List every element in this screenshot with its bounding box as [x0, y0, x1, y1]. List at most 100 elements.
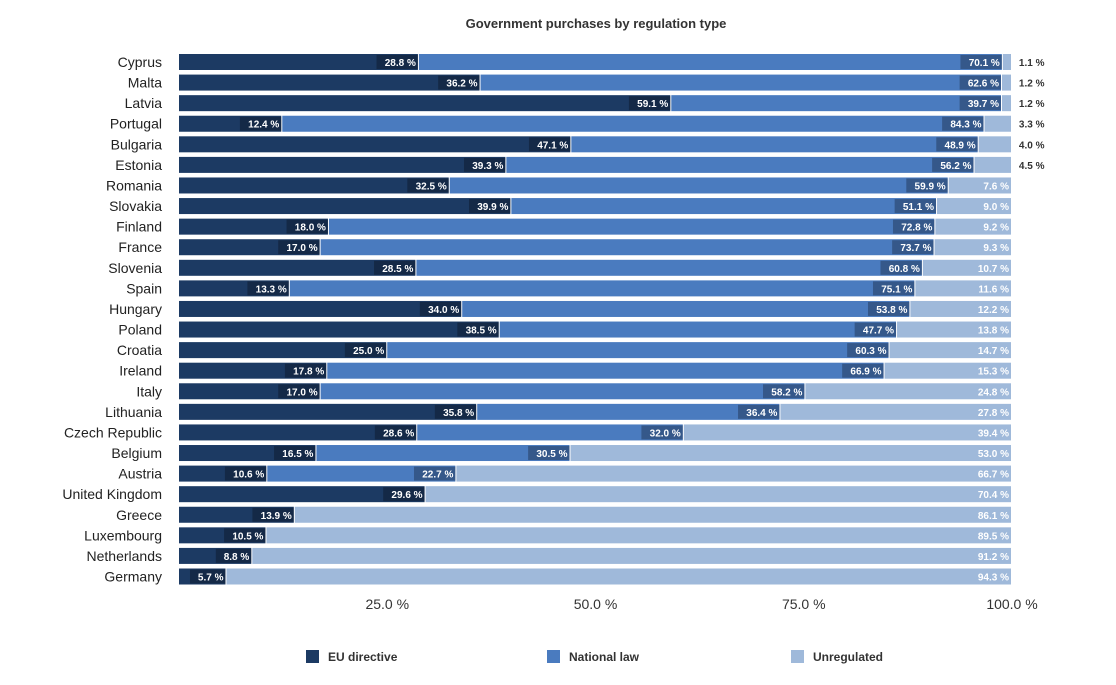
- bar-national-law-italy: [320, 383, 805, 400]
- x-axis-ticks: 25.0 % 50.0 % 75.0 % 100.0 %: [365, 596, 1037, 612]
- bar-eu-directive-lithuania: [179, 403, 477, 420]
- bar-unregulated-france: [934, 239, 1011, 256]
- data-label-bg-eu-directive-finland: [286, 219, 328, 234]
- bar-unregulated-netherlands: [252, 547, 1011, 564]
- category-label-netherlands: Netherlands: [87, 548, 163, 564]
- data-label-eu-directive-germany: 5.7 %: [198, 573, 224, 584]
- bar-national-law-lithuania: [477, 403, 780, 420]
- data-label-bg-eu-directive-poland: [457, 322, 499, 337]
- data-label-bg-unregulated-malta: [1011, 75, 1047, 90]
- data-label-unregulated-italy: 24.8 %: [978, 387, 1009, 398]
- bar-national-law-cyprus: [418, 54, 1002, 70]
- data-label-bg-national-law-spain: [872, 281, 915, 296]
- bar-national-law-croatia: [387, 342, 889, 359]
- category-label-france: France: [118, 239, 162, 255]
- data-label-bg-national-law-france: [892, 240, 934, 255]
- bar-unregulated-malta: [1002, 74, 1011, 91]
- data-label-bg-eu-directive-greece: [252, 507, 294, 522]
- bar-unregulated-slovakia: [937, 198, 1011, 215]
- bar-unregulated-ireland: [884, 362, 1011, 379]
- bar-unregulated-romania: [948, 177, 1011, 194]
- data-label-national-law-italy: 58.2 %: [771, 387, 802, 398]
- data-label-eu-directive-estonia: 39.3 %: [472, 161, 503, 172]
- bar-unregulated-hungary: [910, 300, 1011, 317]
- data-label-national-law-slovakia: 51.1 %: [903, 202, 934, 213]
- data-label-bg-eu-directive-malta: [438, 75, 480, 90]
- data-label-eu-directive-spain: 13.3 %: [256, 284, 287, 295]
- data-label-national-law-lithuania: 36.4 %: [746, 408, 777, 419]
- bar-eu-directive-netherlands: [179, 547, 252, 564]
- data-label-unregulated-france: 9.3 %: [983, 243, 1009, 254]
- bar-eu-directive-belgium: [179, 445, 316, 462]
- bar-unregulated-spain: [915, 280, 1011, 297]
- bar-eu-directive-poland: [179, 321, 499, 338]
- bar-national-law-romania: [449, 177, 948, 194]
- bar-eu-directive-greece: [179, 506, 294, 523]
- data-label-eu-directive-hungary: 34.0 %: [428, 305, 459, 316]
- data-label-bg-national-law-austria: [413, 466, 456, 481]
- bar-eu-directive-germany: [179, 568, 226, 585]
- data-label-bg-unregulated-estonia: [1011, 157, 1047, 172]
- data-label-bg-eu-directive-romania: [407, 178, 449, 193]
- bar-eu-directive-latvia: [179, 95, 671, 112]
- category-label-cyprus: Cyprus: [118, 54, 162, 70]
- bar-unregulated-lithuania: [780, 403, 1011, 420]
- x-tick-label-0: 25.0 %: [365, 596, 409, 612]
- bar-eu-directive-malta: [179, 74, 480, 91]
- category-label-bulgaria: Bulgaria: [111, 136, 163, 152]
- legend: EU directive National law Unregulated: [306, 650, 883, 664]
- data-label-unregulated-luxembourg: 89.5 %: [978, 531, 1009, 542]
- data-label-unregulated-bulgaria: 4.0 %: [1019, 140, 1045, 151]
- data-label-unregulated-czech-republic: 39.4 %: [978, 428, 1009, 439]
- data-label-bg-national-law-bulgaria: [936, 137, 978, 152]
- bar-national-law-estonia: [506, 156, 974, 173]
- bar-eu-directive-hungary: [179, 300, 462, 317]
- bar-eu-directive-italy: [179, 383, 320, 400]
- data-label-unregulated-poland: 13.8 %: [978, 326, 1009, 337]
- data-label-bg-eu-directive-hungary: [419, 301, 462, 316]
- data-label-bg-eu-directive-belgium: [274, 446, 316, 461]
- data-label-eu-directive-croatia: 25.0 %: [353, 346, 384, 357]
- category-label-spain: Spain: [126, 280, 162, 296]
- data-label-eu-directive-finland: 18.0 %: [295, 223, 326, 234]
- data-label-national-law-latvia: 39.7 %: [968, 99, 999, 110]
- bar-national-law-malta: [480, 74, 1002, 91]
- data-label-unregulated-austria: 66.7 %: [978, 470, 1009, 481]
- data-label-unregulated-netherlands: 91.2 %: [978, 552, 1009, 563]
- bar-eu-directive-ireland: [179, 362, 327, 379]
- data-label-national-law-estonia: 56.2 %: [940, 161, 971, 172]
- data-label-bg-eu-directive-latvia: [628, 96, 671, 111]
- bar-unregulated-greece: [294, 506, 1011, 523]
- category-label-croatia: Croatia: [117, 342, 162, 358]
- data-label-national-law-romania: 59.9 %: [915, 181, 946, 192]
- data-label-bg-eu-directive-austria: [224, 466, 267, 481]
- data-label-national-law-austria: 22.7 %: [422, 470, 453, 481]
- category-label-lithuania: Lithuania: [105, 404, 162, 420]
- data-label-unregulated-latvia: 1.2 %: [1019, 99, 1045, 110]
- bar-eu-directive-czech-republic: [179, 424, 417, 441]
- data-label-bg-national-law-malta: [959, 75, 1002, 90]
- data-label-bg-eu-directive-lithuania: [434, 404, 477, 419]
- category-label-latvia: Latvia: [125, 95, 163, 111]
- bar-unregulated-poland: [897, 321, 1011, 338]
- bar-eu-directive-finland: [179, 218, 328, 235]
- data-label-eu-directive-netherlands: 8.8 %: [224, 552, 250, 563]
- data-label-eu-directive-malta: 36.2 %: [446, 79, 477, 90]
- bar-eu-directive-spain: [179, 280, 289, 297]
- data-label-bg-national-law-latvia: [959, 96, 1002, 111]
- bar-unregulated-belgium: [570, 445, 1011, 462]
- bar-unregulated-portugal: [984, 115, 1011, 132]
- bar-national-law-spain: [289, 280, 915, 297]
- data-label-bg-eu-directive-spain: [247, 281, 289, 296]
- data-label-bg-eu-directive-luxembourg: [224, 528, 266, 543]
- data-label-bg-eu-directive-slovakia: [468, 199, 511, 214]
- data-label-unregulated-belgium: 53.0 %: [978, 449, 1009, 460]
- legend-label-national-law: National law: [569, 650, 640, 664]
- bar-eu-directive-croatia: [179, 342, 387, 359]
- bar-national-law-portugal: [282, 115, 984, 132]
- data-label-bg-national-law-romania: [906, 178, 948, 193]
- data-label-eu-directive-romania: 32.5 %: [416, 181, 447, 192]
- data-label-eu-directive-bulgaria: 47.1 %: [537, 140, 568, 151]
- category-label-austria: Austria: [118, 466, 162, 482]
- data-label-national-law-bulgaria: 48.9 %: [945, 140, 976, 151]
